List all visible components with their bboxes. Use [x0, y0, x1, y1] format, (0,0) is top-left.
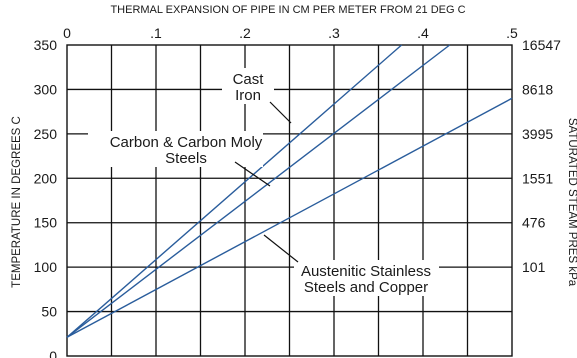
- annotation-label: Cast: [233, 71, 265, 88]
- y-tick-label: 250: [34, 126, 58, 142]
- series-lines: [66, 44, 513, 338]
- annotation-box: [222, 68, 274, 104]
- right-tick-label: 476: [522, 215, 546, 231]
- x-tick-label: .4: [417, 25, 429, 41]
- y-tick-label: 200: [34, 170, 58, 186]
- annotation-leader: [234, 161, 271, 187]
- right-tick-label: 8618: [522, 81, 553, 97]
- y-tick-label: 50: [41, 304, 57, 320]
- annotation-label: Iron: [235, 87, 261, 104]
- annotation-leader: [263, 234, 299, 263]
- x-tick-label: .3: [328, 25, 340, 41]
- y-tick-label: 350: [34, 37, 58, 53]
- y-tick-label: 150: [34, 215, 58, 231]
- annotation-box: [294, 260, 439, 296]
- annotation-label: Carbon & Carbon Moly: [110, 134, 263, 151]
- series-line-3: [66, 97, 513, 338]
- annotation-label: Steels and Copper: [304, 279, 428, 296]
- series-line-1: [66, 44, 403, 338]
- right-tick-label: 3995: [522, 126, 553, 142]
- x-tick-label: .5: [506, 25, 518, 41]
- annotation-leader: [269, 101, 292, 124]
- y-tick-label: 300: [34, 81, 58, 97]
- x-tick-label: 0: [63, 25, 71, 41]
- annotation-label: Austenitic Stainless: [301, 263, 431, 280]
- chart-title: THERMAL EXPANSION OF PIPE IN CM PER METE…: [110, 4, 465, 16]
- right-tick-label: 16547: [522, 37, 561, 53]
- right-tick-label: 101: [522, 259, 546, 275]
- series-line-2: [66, 44, 451, 338]
- x-tick-label: .2: [239, 25, 251, 41]
- y-tick-label: 100: [34, 259, 58, 275]
- tick-labels: 0 .1 .2 .3 .4 .5 0 50 100 150 200 250 300 350 101 476 15…: [34, 25, 562, 358]
- y-tick-label: 0: [49, 348, 57, 358]
- x-tick-label: .1: [150, 25, 162, 41]
- right-tick-label: 1551: [522, 170, 553, 186]
- right-axis-title: SATURATED STEAM PRES kPa: [566, 118, 577, 287]
- annotation-box: [88, 131, 263, 167]
- grid: [66, 44, 513, 357]
- annotation-label: Steels: [165, 150, 207, 167]
- y-axis-title: TEMPERATURE IN DEGREES C: [11, 116, 23, 288]
